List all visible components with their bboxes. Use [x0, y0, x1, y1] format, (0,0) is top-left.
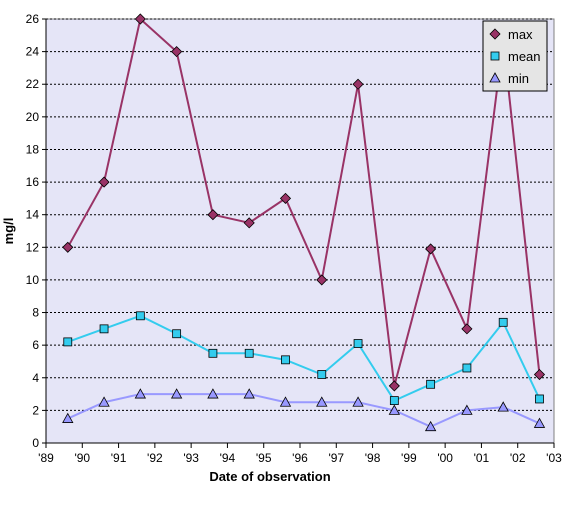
- legend-label-mean: mean: [508, 49, 541, 64]
- y-tick-label: 20: [26, 110, 40, 124]
- x-tick-label: '99: [401, 451, 417, 465]
- data-point-max: [352, 78, 364, 90]
- x-tick-label: '94: [220, 451, 236, 465]
- y-tick-label: 8: [32, 306, 39, 320]
- x-tick-label: '92: [147, 451, 163, 465]
- x-tick-label: '98: [365, 451, 381, 465]
- data-point-max: [62, 241, 74, 253]
- data-point-mean: [135, 311, 145, 321]
- data-point-min: [424, 420, 437, 432]
- y-tick-label: 0: [32, 436, 39, 450]
- x-tick-label: '02: [510, 451, 526, 465]
- data-point-mean: [99, 324, 109, 334]
- data-point-min: [62, 412, 74, 423]
- x-tick-label: '96: [292, 451, 308, 465]
- axes: 02468101214161820222426'89'90'91'92'93'9…: [26, 12, 563, 465]
- x-tick-label: '93: [183, 451, 199, 465]
- y-tick-label: 24: [26, 45, 40, 59]
- data-point-min: [207, 388, 219, 399]
- data-point-mean: [208, 348, 218, 358]
- x-tick-label: '01: [474, 451, 490, 465]
- y-tick-label: 22: [26, 77, 40, 91]
- data-point-mean: [63, 337, 73, 347]
- data-point-min: [461, 404, 473, 415]
- data-point-min: [388, 404, 401, 415]
- data-point-min: [98, 396, 110, 407]
- x-tick-label: '91: [111, 451, 127, 465]
- data-point-mean: [426, 379, 436, 389]
- data-point-min: [352, 396, 364, 407]
- y-axis-title: mg/l: [1, 218, 16, 245]
- y-tick-label: 26: [26, 12, 40, 26]
- data-point-max: [207, 209, 219, 221]
- data-point-mean: [172, 329, 182, 339]
- data-point-max: [533, 368, 546, 381]
- series-mean: [63, 311, 544, 406]
- series-line-max: [66, 17, 541, 387]
- data-point-min: [243, 388, 255, 399]
- data-point-mean: [244, 348, 254, 358]
- legend-marker-max: [489, 28, 501, 40]
- data-point-mean: [462, 363, 472, 373]
- y-tick-label: 12: [26, 240, 40, 254]
- data-point-mean: [317, 370, 327, 379]
- data-point-max: [171, 46, 183, 58]
- data-point-max: [134, 13, 146, 25]
- data-point-max: [243, 217, 255, 229]
- data-point-mean: [353, 339, 363, 348]
- legend: max mean min: [482, 20, 548, 92]
- data-point-mean: [498, 317, 508, 327]
- data-point-min: [497, 401, 509, 412]
- data-point-max: [388, 380, 400, 392]
- y-tick-label: 14: [26, 208, 40, 222]
- x-tick-label: '89: [38, 451, 54, 465]
- y-tick-label: 4: [32, 371, 39, 385]
- data-point-max: [279, 192, 292, 204]
- x-tick-label: '03: [546, 451, 562, 465]
- y-tick-label: 10: [26, 273, 40, 287]
- legend-marker-min: [489, 72, 501, 83]
- data-point-min: [134, 388, 147, 399]
- x-tick-label: '00: [437, 451, 453, 465]
- x-tick-label: '95: [256, 451, 272, 465]
- x-axis-title: Date of observation: [209, 469, 330, 484]
- data-point-max: [98, 176, 110, 188]
- legend-label-min: min: [508, 71, 529, 86]
- y-tick-label: 6: [32, 338, 39, 352]
- data-point-max: [461, 323, 473, 335]
- gridlines: [46, 18, 554, 411]
- legend-label-max: max: [508, 27, 533, 42]
- series-min: [62, 388, 546, 432]
- y-tick-label: 16: [26, 175, 40, 189]
- data-point-mean: [389, 396, 399, 406]
- data-point-min: [316, 396, 328, 407]
- data-point-min: [533, 417, 546, 428]
- data-point-mean: [281, 355, 290, 365]
- y-tick-label: 2: [32, 403, 39, 417]
- data-point-mean: [535, 394, 544, 404]
- data-point-max: [316, 274, 328, 286]
- data-point-max: [425, 243, 437, 255]
- series-line-mean: [67, 314, 541, 402]
- y-tick-label: 18: [26, 142, 40, 156]
- x-tick-label: '97: [328, 451, 344, 465]
- data-point-min: [170, 388, 183, 399]
- legend-marker-mean: [490, 51, 500, 61]
- x-tick-label: '90: [74, 451, 90, 465]
- data-point-min: [279, 396, 292, 407]
- series-line-min: [67, 393, 540, 428]
